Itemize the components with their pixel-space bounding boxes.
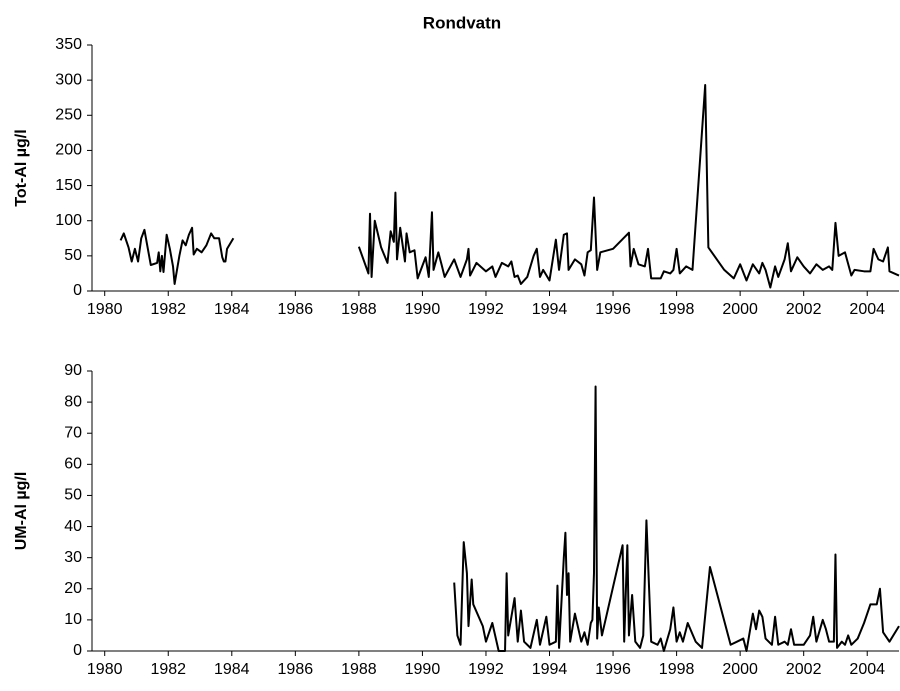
- x-tick-label: 2000: [722, 301, 758, 318]
- x-tick-label: 1982: [150, 301, 186, 318]
- x-tick-label: 1996: [595, 661, 631, 678]
- x-tick-label: 1992: [468, 661, 504, 678]
- y-tick-label: 350: [55, 36, 82, 53]
- y-tick-label: 0: [73, 642, 82, 659]
- chart-title: Rondvatn: [423, 13, 501, 32]
- y-tick-label: 250: [55, 107, 82, 124]
- data-line: [119, 84, 900, 289]
- x-tick-label: 1990: [405, 661, 441, 678]
- y-tick-label: 40: [64, 518, 82, 535]
- y-tick-label: 50: [64, 487, 82, 504]
- x-tick-label: 1980: [87, 301, 123, 318]
- y-tick-label: 0: [73, 282, 82, 299]
- x-tick-label: 2002: [786, 301, 822, 318]
- y-tick-label: 300: [55, 71, 82, 88]
- x-tick-label: 1990: [405, 301, 441, 318]
- x-tick-label: 2004: [849, 301, 885, 318]
- x-tick-label: 1986: [278, 661, 314, 678]
- y-axis-label: Tot-Al µg/l: [13, 129, 30, 206]
- x-tick-label: 1988: [341, 301, 377, 318]
- y-tick-label: 20: [64, 580, 82, 597]
- y-tick-label: 10: [64, 611, 82, 628]
- x-tick-label: 2002: [786, 661, 822, 678]
- x-tick-label: 1992: [468, 301, 504, 318]
- y-tick-label: 100: [55, 212, 82, 229]
- y-axis-label: UM-Al µg/l: [13, 472, 30, 551]
- x-tick-label: 1984: [214, 661, 250, 678]
- x-tick-label: 1986: [278, 301, 314, 318]
- x-tick-label: 1998: [659, 661, 695, 678]
- x-tick-label: 1994: [532, 661, 568, 678]
- y-tick-label: 200: [55, 142, 82, 159]
- y-tick-label: 60: [64, 456, 82, 473]
- x-tick-label: 1980: [87, 661, 123, 678]
- data-line: [453, 385, 900, 652]
- x-tick-label: 1982: [150, 661, 186, 678]
- x-tick-label: 2000: [722, 661, 758, 678]
- x-tick-label: 1988: [341, 661, 377, 678]
- x-tick-label: 1996: [595, 301, 631, 318]
- y-tick-label: 90: [64, 362, 82, 379]
- y-tick-label: 50: [64, 247, 82, 264]
- x-tick-label: 2004: [849, 661, 885, 678]
- y-tick-label: 30: [64, 549, 82, 566]
- x-tick-label: 1984: [214, 301, 250, 318]
- y-tick-label: 80: [64, 393, 82, 410]
- x-tick-label: 1994: [532, 301, 568, 318]
- y-tick-label: 150: [55, 177, 82, 194]
- x-tick-label: 1998: [659, 301, 695, 318]
- y-tick-label: 70: [64, 424, 82, 441]
